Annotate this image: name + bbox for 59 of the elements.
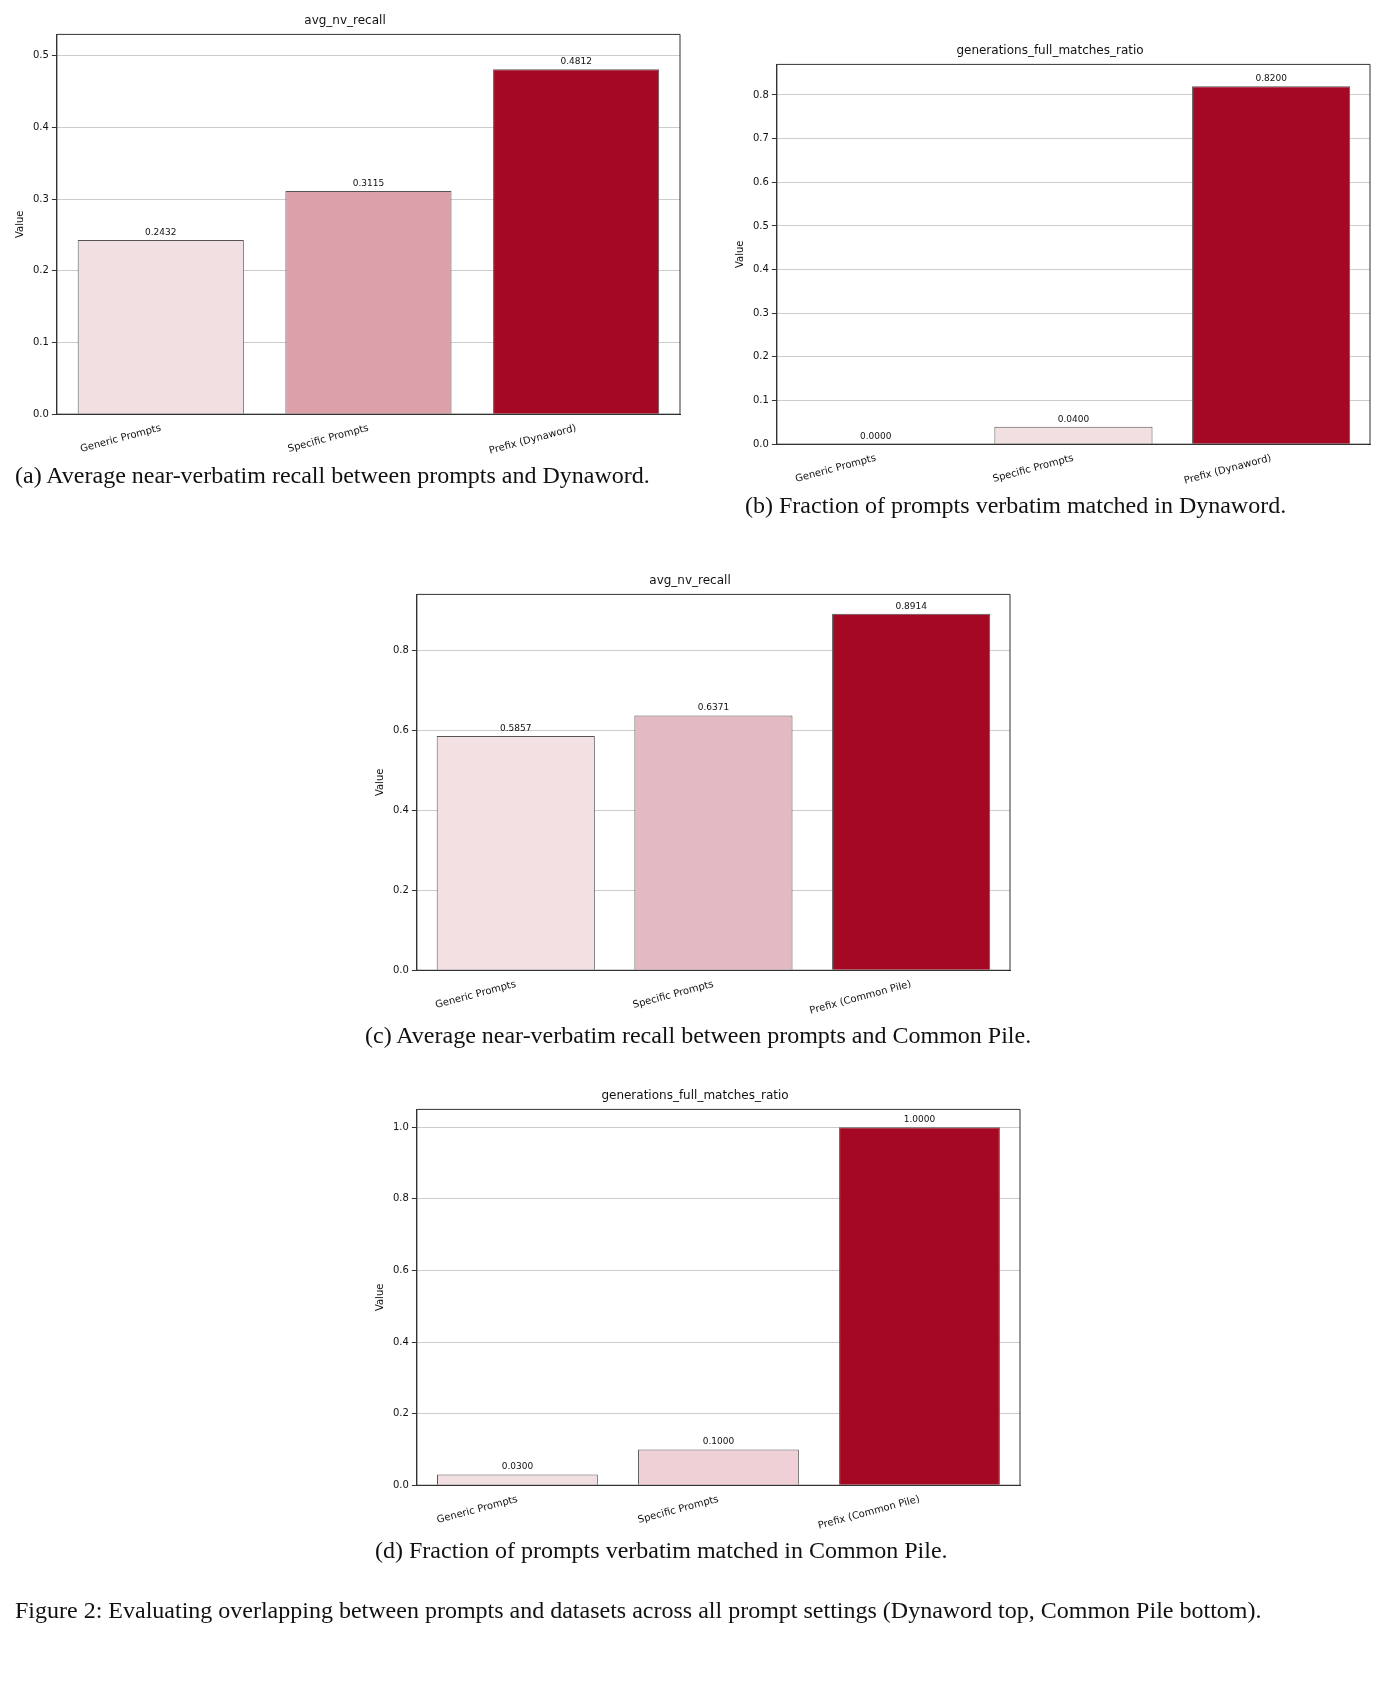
text: (d) Fraction of prompts verbatim matched in Common Pile. — [375, 1536, 949, 1565]
y-tick-label: 0.3 — [33, 192, 49, 204]
data-label: 0.3115 — [352, 177, 385, 188]
text: (c) Average near-verbatim recall between prompts and Common Pile. — [365, 1021, 1033, 1050]
y-tick-label: 0.4 — [33, 121, 49, 133]
x-tick-label: Generic Prompts — [793, 451, 877, 484]
y-tick-label: 0.8 — [753, 88, 769, 100]
x-tick-label: Generic Prompts — [78, 421, 162, 454]
y-tick-label: 0.0 — [393, 963, 409, 975]
y-tick-label: 0.0 — [393, 1478, 409, 1490]
y-tick-label: 0.3 — [753, 306, 769, 318]
y-tick-label: 0.0 — [753, 437, 769, 449]
y-tick-label: 0.4 — [753, 263, 769, 275]
chart-title: avg_nv_recall — [304, 13, 386, 28]
y-tick-label: 0.5 — [33, 49, 49, 61]
y-tick-label: 0.4 — [393, 1335, 409, 1347]
data-label: 0.6371 — [697, 702, 730, 713]
y-axis-title: Value — [733, 240, 745, 269]
chart-title: avg_nv_recall — [649, 573, 731, 588]
y-tick-label: 0.1 — [753, 394, 769, 406]
y-tick-label: 0.4 — [393, 803, 409, 815]
y-tick-label: 0.6 — [393, 1264, 409, 1276]
x-tick-label: Specific Prompts — [991, 451, 1075, 484]
y-tick-label: 1.0 — [393, 1120, 409, 1132]
data-label: 1.0000 — [903, 1114, 936, 1125]
y-tick-label: 0.1 — [33, 336, 49, 348]
data-label: 0.2432 — [145, 226, 177, 237]
x-tick-label: Specific Prompts — [631, 977, 715, 1011]
y-tick-label: 0.6 — [393, 723, 409, 735]
x-tick-label: Specific Prompts — [286, 421, 370, 454]
y-tick-label: 0.2 — [393, 883, 409, 895]
y-axis-title: Value — [13, 210, 25, 239]
y-tick-label: 0.5 — [753, 219, 769, 231]
text: (b) Fraction of prompts verbatim matched in Dynaword. — [745, 491, 1288, 520]
data-label: 0.8200 — [1255, 73, 1288, 84]
y-tick-label: 0.7 — [753, 132, 769, 144]
data-label: 0.8914 — [895, 600, 928, 611]
chart-title: generations_full_matches_ratio — [956, 43, 1144, 58]
y-tick-label: 0.8 — [393, 643, 409, 655]
caption: Figure 2: Evaluating overlapping between prompts and datasets across all prompt settings (Dynaword top, Common Pile bottom). — [15, 1596, 1263, 1625]
data-label: 0.1000 — [702, 1436, 735, 1447]
y-tick-label: 0.2 — [393, 1407, 409, 1419]
y-axis-title: Value — [373, 768, 385, 797]
data-label: 0.5857 — [500, 722, 532, 733]
x-tick-label: Generic Prompts — [433, 977, 517, 1010]
x-tick-label: Specific Prompts — [636, 1492, 720, 1526]
text: (a) Average near-verbatim recall between prompts and Dynaword. — [15, 461, 651, 490]
y-tick-label: 0.8 — [393, 1192, 409, 1204]
y-tick-label: 0.2 — [33, 264, 49, 276]
data-label: 0.0400 — [1057, 413, 1090, 424]
data-label: 0.0300 — [501, 1461, 534, 1472]
y-tick-label: 0.6 — [753, 175, 769, 187]
y-axis-title: Value — [373, 1283, 385, 1312]
y-tick-label: 0.0 — [33, 407, 49, 419]
chart-title: generations_full_matches_ratio — [601, 1088, 789, 1103]
data-label: 0.0000 — [860, 431, 892, 442]
x-tick-label: Generic Prompts — [435, 1492, 519, 1525]
y-tick-label: 0.2 — [753, 350, 769, 362]
data-label: 0.4812 — [560, 56, 592, 67]
